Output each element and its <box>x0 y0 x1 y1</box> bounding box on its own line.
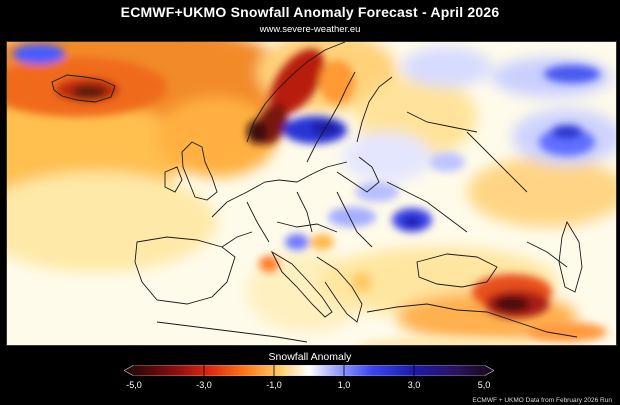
legend-colorbar <box>124 365 494 376</box>
legend-tick-label: -3,0 <box>196 380 212 390</box>
anomaly-map-svg <box>7 42 616 345</box>
legend-tick-label: 1,0 <box>337 380 351 390</box>
legend-tick-label: 3,0 <box>407 380 421 390</box>
anomaly-cores <box>7 44 607 345</box>
legend-tick-label: -1,0 <box>266 380 282 390</box>
legend-max-arrow <box>483 365 494 376</box>
legend-title: Snowfall Anomaly <box>268 351 352 363</box>
legend-tick-marks <box>133 365 485 376</box>
legend-gradient <box>133 365 485 376</box>
footer-credit: ECMWF + UKMO Data from February 2026 Run <box>472 397 612 404</box>
legend-tick-label: -5,0 <box>126 380 142 390</box>
map-subtitle: www.severe-weather.eu <box>259 24 361 35</box>
map-title: ECMWF+UKMO Snowfall Anomaly Forecast - A… <box>120 4 500 20</box>
anomaly-map <box>6 41 617 346</box>
legend-min-arrow <box>124 365 135 376</box>
coastlines <box>51 42 583 343</box>
legend-tick-label: 5,0 <box>477 380 491 390</box>
